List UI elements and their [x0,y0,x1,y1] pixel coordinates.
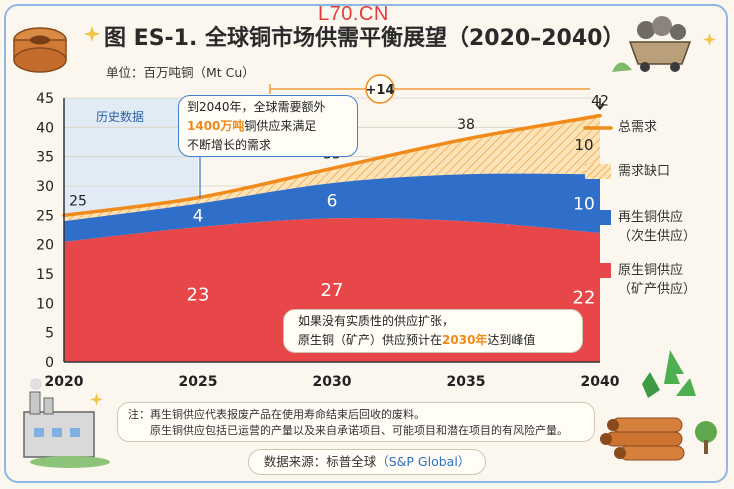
legend-gap-label: 需求缺口 [618,164,671,179]
callout-bottom-line1: 如果没有实质性的供应扩张， [298,314,455,328]
callout-bottom-line2: 原生铜（矿产）供应预计在2030年达到峰值 [298,331,568,350]
callout-bottom-line2-post: 达到峰值 [487,333,536,347]
x-tick-label: 2030 [313,374,352,390]
y-tick-label: 5 [45,326,54,342]
growth-badge [365,74,395,104]
legend-demand-label: 总需求 [618,120,658,135]
x-tick-label: 2020 [45,374,84,390]
page-title: 图 ES-1. 全球铜市场供需平衡展望（2020–2040） [104,26,625,51]
legend-secondary-line1: 再生铜供应 [618,210,684,225]
secondary-value-label: 10 [573,195,595,215]
y-tick-label: 45 [36,91,54,107]
source-box: 数据来源：标普全球（S&P Global） [248,449,486,475]
callout-top-line2: 1400万吨铜供应来满足 [187,117,349,136]
y-tick-label: 20 [36,238,54,254]
x-tick-label: 2040 [581,374,620,390]
demand-value-label: 25 [69,193,87,209]
arrow-down-icon [595,98,605,111]
callout-bottom-line2-pre: 原生铜（矿产）供应预计在 [298,333,443,347]
legend-secondary-label: 再生铜供应 （次生供应） [618,208,696,246]
gap-value-label: 10 [574,136,593,154]
legend-primary-swatch [585,263,611,278]
primary-value-label: 22 [573,287,596,308]
legend-primary-line1: 原生铜供应 [618,263,684,278]
source-en: （S&P Global） [376,454,471,469]
note-line1: 注：再生铜供应代表报废产品在使用寿命结束后回收的废料。 [128,408,425,421]
peak-callout: 如果没有实质性的供应扩张， 原生铜（矿产）供应预计在2030年达到峰值 [283,309,583,353]
history-label: 历史数据 [96,110,145,124]
recycle-icon [642,350,696,398]
demand-value-label: 42 [591,94,609,110]
sparkle-icon [84,26,716,406]
note-box: 注：再生铜供应代表报废产品在使用寿命结束后回收的废料。 原生铜供应包括已运营的产… [117,402,595,442]
growth-badge-label: +14 [366,83,395,98]
callout-top-highlight: 1400万吨 [187,119,245,133]
x-tick-label: 2025 [179,374,218,390]
legend-primary-line2: （矿产供应） [618,282,697,297]
y-tick-label: 10 [36,296,54,312]
y-tick-label: 30 [36,179,54,195]
demand-value-label: 38 [457,117,475,133]
y-tick-label: 35 [36,150,54,166]
secondary-supply-area [64,173,600,242]
legend-secondary-line2: （次生供应） [618,229,697,244]
legend-gap-swatch [585,164,611,179]
x-tick-label: 2035 [447,374,486,390]
data-labels: 23272246102533384210 [69,94,609,309]
legend-secondary-swatch [585,210,611,225]
unit-label: 单位：百万吨铜（Mt Cu） [106,65,255,80]
primary-value-label: 23 [187,285,210,306]
note-line2: 原生铜供应包括已运营的产量以及来自承诺项目、可能项目和潜在项目的有风险产量。 [150,424,568,437]
y-tick-labels: 0 5 10 15 20 25 30 35 40 45 [36,91,54,371]
callout-bottom-highlight: 2030年 [442,333,488,347]
ore-cart-icon [612,16,692,72]
x-tick-labels: 2020 2025 2030 2035 2040 [45,374,620,390]
callout-top-line2-rest: 铜供应来满足 [244,119,317,133]
secondary-value-label: 6 [327,192,338,212]
callout-top-line1: 到2040年，全球需要额外 [187,100,326,114]
tree-icon [695,421,717,454]
y-tick-label: 25 [36,208,54,224]
primary-value-label: 27 [321,280,344,301]
legend-primary-label: 原生铜供应 （矿产供应） [618,261,696,299]
demand-line [62,113,602,218]
factory-icon [23,378,110,468]
y-tick-label: 0 [45,355,54,371]
secondary-value-label: 4 [193,206,204,226]
y-tick-label: 40 [36,120,54,136]
y-tick-label: 15 [36,267,54,283]
demand-gap-callout: 到2040年，全球需要额外 1400万吨铜供应来满足 不断增长的需求 [178,95,358,157]
callout-top-line3: 不断增长的需求 [187,138,272,152]
watermark: L70.CN [318,3,389,25]
copper-coil-icon [13,27,67,73]
copper-pipes-icon [600,417,685,461]
source-prefix: 数据来源：标普全球 [263,454,377,469]
